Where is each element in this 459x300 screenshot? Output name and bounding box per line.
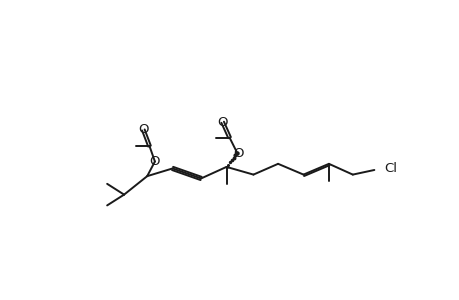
Text: O: O xyxy=(232,146,243,160)
Text: O: O xyxy=(217,116,227,129)
Text: O: O xyxy=(138,123,148,136)
Text: Cl: Cl xyxy=(384,162,397,175)
Text: O: O xyxy=(149,155,160,168)
